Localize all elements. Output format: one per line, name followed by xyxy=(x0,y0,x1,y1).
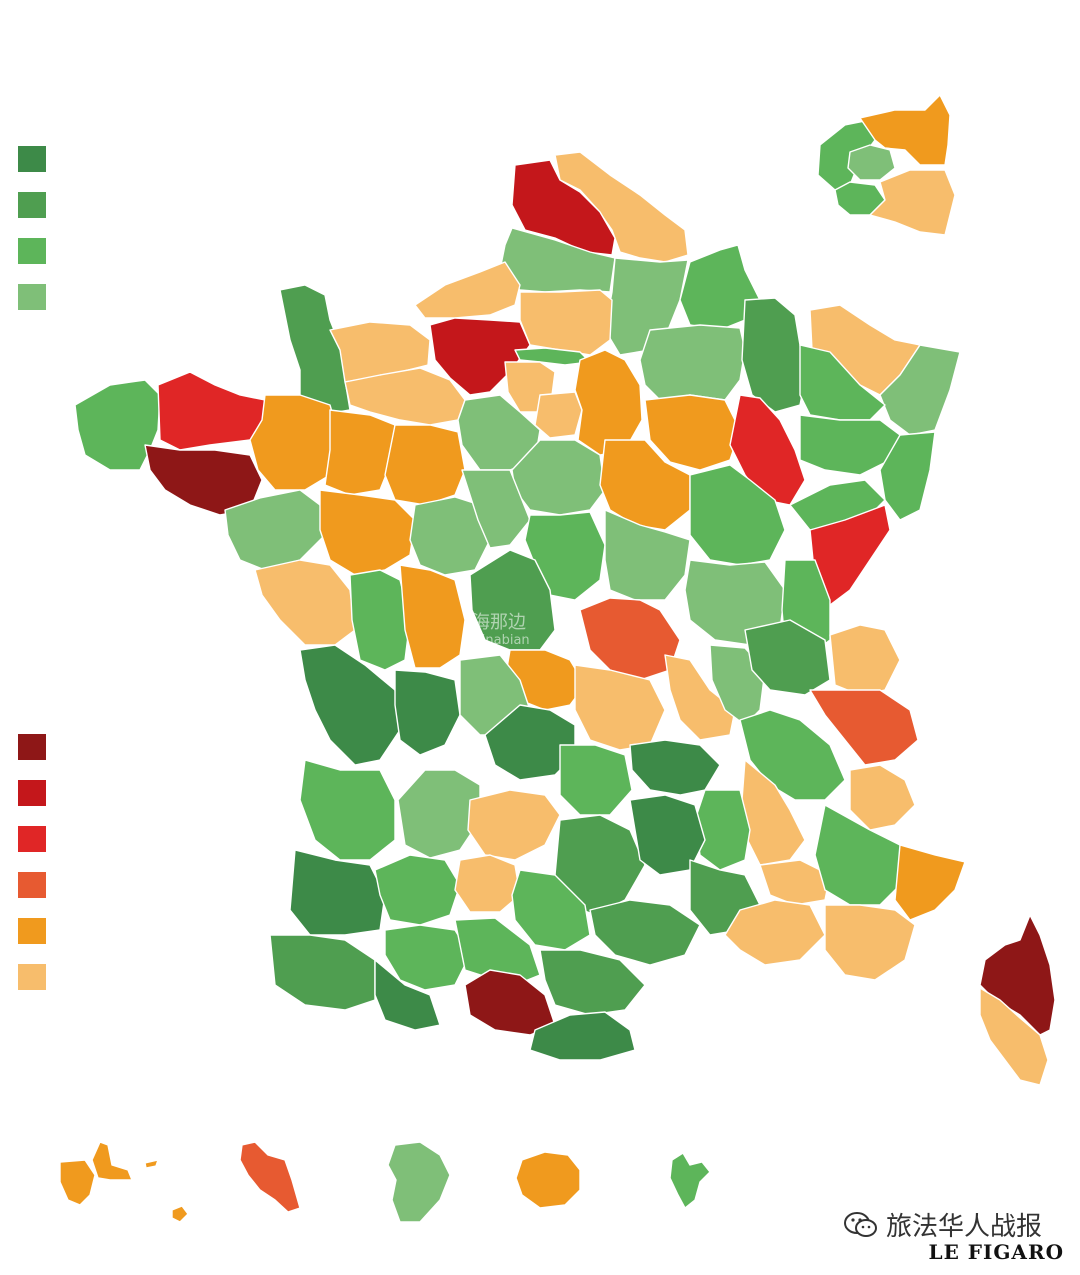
dept-aude xyxy=(539,949,646,1016)
overseas xyxy=(59,1141,711,1223)
legend-swatch-red-2 xyxy=(18,780,46,806)
dept-guyane xyxy=(387,1141,451,1223)
dept-essonne xyxy=(534,391,583,439)
dept-manche xyxy=(279,284,351,416)
dept-mayotte xyxy=(669,1152,711,1209)
dept-puy-de-dome xyxy=(574,664,666,751)
dept-charente xyxy=(394,669,461,756)
dept-guadeloupe xyxy=(59,1141,133,1206)
dept-la-reunion xyxy=(515,1151,581,1209)
dept-cote-d-or xyxy=(689,464,786,566)
legend-swatch-green-1 xyxy=(18,146,46,172)
dept-pas-de-calais xyxy=(511,159,616,256)
dept-yonne xyxy=(599,439,691,531)
dept-seine-maritime xyxy=(414,261,521,319)
dept-indre xyxy=(469,549,556,651)
dept-loire xyxy=(664,654,736,741)
dept-haut-rhin xyxy=(879,431,936,521)
mainland-france xyxy=(74,151,966,1061)
dept-vienne xyxy=(399,564,466,669)
dept-vaucluse xyxy=(759,859,831,906)
dept-ain xyxy=(744,619,831,696)
credit-text: 旅法华人战报 xyxy=(886,1212,1043,1242)
legend-red xyxy=(18,734,46,1010)
legend-swatch-red-4 xyxy=(18,872,46,898)
dept-meuse xyxy=(741,297,806,413)
dept-ariege xyxy=(464,969,556,1036)
watermark: 海那边 Hinabian xyxy=(472,614,530,650)
credit: 旅法华人战报 xyxy=(844,1206,1042,1243)
dept-guadeloupe-islet xyxy=(171,1205,189,1223)
ile-de-france-inset xyxy=(817,94,956,236)
dept-marne xyxy=(639,324,746,401)
dept-herault xyxy=(589,899,701,966)
dept-gers xyxy=(384,924,471,991)
dept-nievre xyxy=(604,509,691,601)
legend-swatch-green-3 xyxy=(18,238,46,264)
dept-loir-et-cher xyxy=(461,469,531,549)
dept-aube xyxy=(644,394,741,471)
legend-green xyxy=(18,146,46,330)
dept-haute-loire xyxy=(629,739,721,796)
dept-alpes-de-haute-provence xyxy=(814,804,906,906)
dept-landes xyxy=(289,849,386,936)
dept-guadeloupe-islet-2 xyxy=(144,1159,159,1169)
dept-dordogne xyxy=(397,769,481,859)
dept-val-d-oise xyxy=(514,347,591,366)
dept-alpes-maritimes xyxy=(894,844,966,921)
dept-pyrenees-orientales xyxy=(529,1011,636,1061)
dept-inset-val-de-marne xyxy=(869,169,956,236)
dept-somme xyxy=(499,227,616,293)
dept-hautes-alpes xyxy=(849,764,916,831)
watermark-subtext: Hinabian xyxy=(472,633,530,648)
dept-sarthe xyxy=(384,424,466,506)
dept-savoie xyxy=(809,689,919,766)
legend-swatch-red-3 xyxy=(18,826,46,852)
dept-haute-savoie xyxy=(829,624,901,696)
dept-lozere xyxy=(629,794,706,876)
dept-pyrenees-atlantiques xyxy=(269,934,376,1011)
dept-ille-et-vilaine xyxy=(249,394,341,491)
brand-logo: LE FIGARO xyxy=(928,1240,1064,1264)
dept-cher xyxy=(524,511,606,601)
legend-swatch-red-1 xyxy=(18,734,46,760)
dept-bouches-du-rhone xyxy=(724,899,826,966)
dept-charente-maritime xyxy=(299,644,401,766)
dept-corse-du-sud xyxy=(979,987,1049,1086)
dept-mayenne xyxy=(324,409,396,496)
dept-martinique xyxy=(239,1141,301,1213)
legend-swatch-orange-1 xyxy=(18,918,46,944)
watermark-text: 海那边 xyxy=(472,612,526,633)
dept-maine-et-loire xyxy=(319,489,416,576)
dept-allier xyxy=(579,597,681,681)
legend-swatch-orange-2 xyxy=(18,964,46,990)
dept-deux-sevres xyxy=(349,569,411,671)
legend-swatch-green-4 xyxy=(18,284,46,310)
dept-haute-garonne xyxy=(454,917,541,986)
dept-haute-corse xyxy=(979,914,1056,1036)
dept-cantal xyxy=(559,744,633,816)
dept-inset-paris xyxy=(847,144,896,181)
dept-vendee xyxy=(254,559,356,646)
wechat-icon xyxy=(844,1211,877,1237)
dept-inset-seine-saint-denis xyxy=(859,94,951,166)
legend-swatch-green-2 xyxy=(18,192,46,218)
dept-ardeche xyxy=(694,789,751,871)
dept-lot xyxy=(467,789,561,861)
dept-tarn-et-garonne xyxy=(454,854,521,913)
dept-loire-atlantique xyxy=(224,489,326,571)
dept-indre-et-loire xyxy=(409,496,491,576)
dept-seine-et-marne xyxy=(574,349,643,456)
dept-oise xyxy=(519,289,613,356)
dept-lot-et-garonne xyxy=(374,854,461,926)
dept-var xyxy=(824,904,916,981)
dept-gironde xyxy=(299,759,396,861)
dept-hautes-pyrenees xyxy=(374,959,441,1031)
corsica xyxy=(979,914,1056,1086)
